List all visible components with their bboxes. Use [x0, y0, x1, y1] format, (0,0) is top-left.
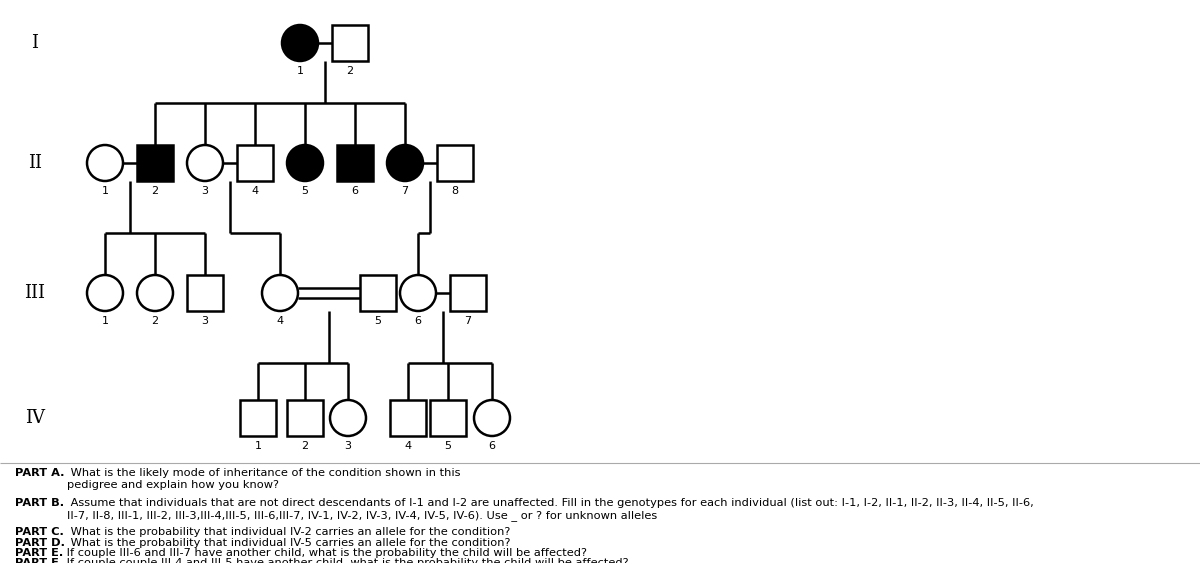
Bar	[430, 400, 466, 436]
Circle shape	[330, 400, 366, 436]
Circle shape	[137, 275, 173, 311]
Circle shape	[262, 275, 298, 311]
Text: If couple couple III-4 and III-5 have another child, what is the probability the: If couple couple III-4 and III-5 have an…	[64, 558, 629, 563]
Text: PART E.: PART E.	[14, 548, 64, 558]
Text: 2: 2	[347, 66, 354, 76]
Text: 2: 2	[151, 316, 158, 326]
Text: I: I	[31, 34, 38, 52]
Circle shape	[282, 25, 318, 61]
Text: What is the probability that individual IV-5 carries an allele for the condition: What is the probability that individual …	[67, 538, 510, 548]
Circle shape	[187, 145, 223, 181]
Text: 1: 1	[254, 441, 262, 451]
Text: 3: 3	[202, 186, 209, 196]
Text: 7: 7	[464, 316, 472, 326]
Text: 1: 1	[296, 66, 304, 76]
Circle shape	[474, 400, 510, 436]
Bar	[137, 145, 173, 181]
Text: 7: 7	[402, 186, 408, 196]
Circle shape	[88, 275, 124, 311]
Text: IV: IV	[25, 409, 46, 427]
Text: 4: 4	[252, 186, 258, 196]
Text: 1: 1	[102, 316, 108, 326]
Text: PART F.: PART F.	[14, 558, 61, 563]
Bar	[238, 145, 274, 181]
Bar	[332, 25, 368, 61]
Text: II: II	[28, 154, 42, 172]
Text: 2: 2	[151, 186, 158, 196]
Text: Assume that individuals that are not direct descendants of I-1 and I-2 are unaff: Assume that individuals that are not dir…	[67, 498, 1033, 521]
Circle shape	[287, 145, 323, 181]
Text: III: III	[24, 284, 46, 302]
Circle shape	[88, 145, 124, 181]
Text: 6: 6	[414, 316, 421, 326]
Circle shape	[400, 275, 436, 311]
Bar	[437, 145, 473, 181]
Text: What is the probability that individual IV-2 carries an allele for the condition: What is the probability that individual …	[67, 527, 510, 537]
Text: 4: 4	[276, 316, 283, 326]
Text: PART B.: PART B.	[14, 498, 64, 508]
Bar	[240, 400, 276, 436]
Text: 5: 5	[374, 316, 382, 326]
Text: PART A.: PART A.	[14, 468, 65, 478]
Bar	[450, 275, 486, 311]
Text: PART C.: PART C.	[14, 527, 64, 537]
Text: 2: 2	[301, 441, 308, 451]
Text: 5: 5	[301, 186, 308, 196]
Bar	[287, 400, 323, 436]
Text: 6: 6	[352, 186, 359, 196]
Bar	[187, 275, 223, 311]
Text: 4: 4	[404, 441, 412, 451]
Bar	[337, 145, 373, 181]
Bar	[360, 275, 396, 311]
Text: 1: 1	[102, 186, 108, 196]
Text: PART D.: PART D.	[14, 538, 65, 548]
Text: 8: 8	[451, 186, 458, 196]
Text: If couple III-6 and III-7 have another child, what is the probability the child : If couple III-6 and III-7 have another c…	[64, 548, 587, 558]
Bar	[390, 400, 426, 436]
Text: 3: 3	[344, 441, 352, 451]
Text: 3: 3	[202, 316, 209, 326]
Text: 5: 5	[444, 441, 451, 451]
Circle shape	[386, 145, 424, 181]
Text: 6: 6	[488, 441, 496, 451]
Text: What is the likely mode of inheritance of the condition shown in this
pedigree a: What is the likely mode of inheritance o…	[67, 468, 461, 490]
